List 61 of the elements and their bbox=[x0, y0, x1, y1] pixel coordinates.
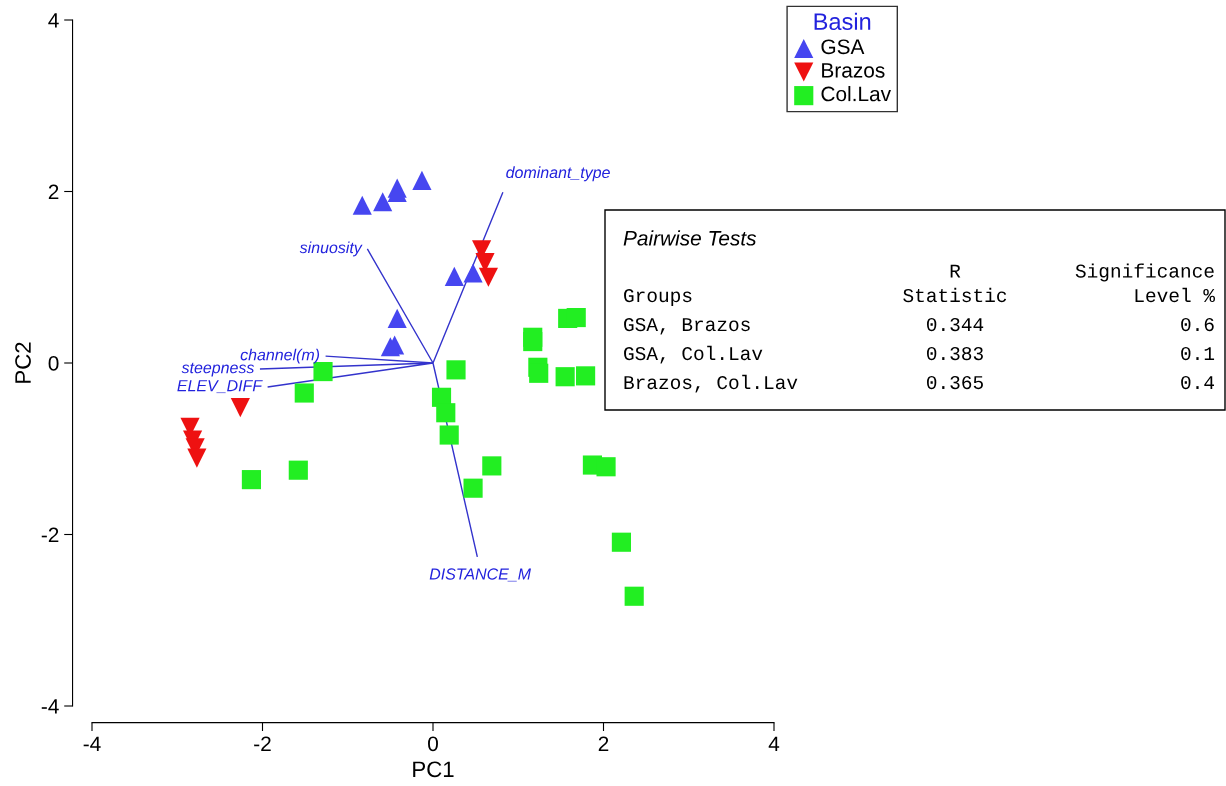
text: 0.1 bbox=[1181, 346, 1215, 361]
point bbox=[444, 266, 464, 286]
x-tick-label: -4 bbox=[83, 736, 101, 751]
point bbox=[352, 195, 372, 215]
point bbox=[288, 460, 308, 480]
text: R Statistic bbox=[903, 264, 1007, 303]
point bbox=[576, 366, 596, 386]
legend-title: Basin bbox=[814, 12, 871, 30]
y-tick-label: -2 bbox=[41, 527, 59, 543]
text: 0.365 bbox=[927, 375, 983, 390]
text: 0.344 bbox=[927, 317, 984, 332]
legend-label: Brazos bbox=[822, 63, 885, 78]
annotation: GSA, Brazos bbox=[624, 317, 750, 335]
point bbox=[436, 403, 456, 423]
annotation: GSA, Col.Lav bbox=[624, 345, 763, 364]
point bbox=[463, 263, 483, 283]
point bbox=[412, 170, 432, 190]
point bbox=[373, 192, 393, 212]
annotation: sinuosity bbox=[299, 241, 363, 257]
point bbox=[241, 470, 261, 490]
point bbox=[624, 586, 644, 606]
annotation: ELEV_DIFF bbox=[177, 380, 263, 394]
legend-label: Col.Lav bbox=[821, 86, 891, 102]
point bbox=[482, 456, 502, 476]
x-tick-label: 2 bbox=[598, 736, 609, 751]
legend-label: GSA bbox=[821, 39, 865, 55]
point bbox=[596, 457, 616, 477]
annotation: steepness bbox=[181, 362, 255, 377]
point bbox=[478, 267, 498, 287]
annotation: Pairwise Tests bbox=[623, 230, 757, 246]
y-tick-label: -4 bbox=[41, 699, 59, 714]
y-axis-title: PC2 bbox=[15, 342, 31, 383]
y-tick-label: 0 bbox=[48, 356, 59, 371]
point bbox=[187, 448, 207, 468]
point bbox=[294, 383, 314, 403]
y-tick-label: 4 bbox=[48, 13, 59, 28]
annotation: channel(m) bbox=[240, 348, 320, 364]
point bbox=[555, 367, 575, 387]
annotation: DISTANCE_M bbox=[429, 568, 531, 582]
text: 0.4 bbox=[1181, 375, 1215, 390]
point bbox=[611, 532, 631, 552]
x-tick-label: 4 bbox=[768, 736, 780, 751]
text: 0.6 bbox=[1181, 317, 1214, 332]
point bbox=[446, 360, 466, 380]
annotation: Groups bbox=[624, 288, 692, 306]
text: Significance Level % bbox=[1075, 263, 1215, 303]
y-tick-label: 2 bbox=[48, 184, 59, 200]
point bbox=[387, 308, 407, 328]
annotation: dominant_type bbox=[506, 166, 610, 182]
text: 0.383 bbox=[927, 346, 983, 361]
point bbox=[463, 478, 483, 498]
point bbox=[523, 331, 543, 352]
annotation: Brazos, Col.Lav bbox=[624, 374, 798, 393]
point bbox=[313, 362, 333, 382]
point bbox=[230, 398, 250, 418]
point bbox=[529, 363, 549, 383]
x-tick-label: 0 bbox=[428, 736, 438, 752]
point bbox=[439, 425, 459, 445]
x-tick-label: -2 bbox=[254, 736, 271, 751]
point bbox=[566, 307, 586, 328]
x-axis-title: PC1 bbox=[413, 761, 454, 778]
